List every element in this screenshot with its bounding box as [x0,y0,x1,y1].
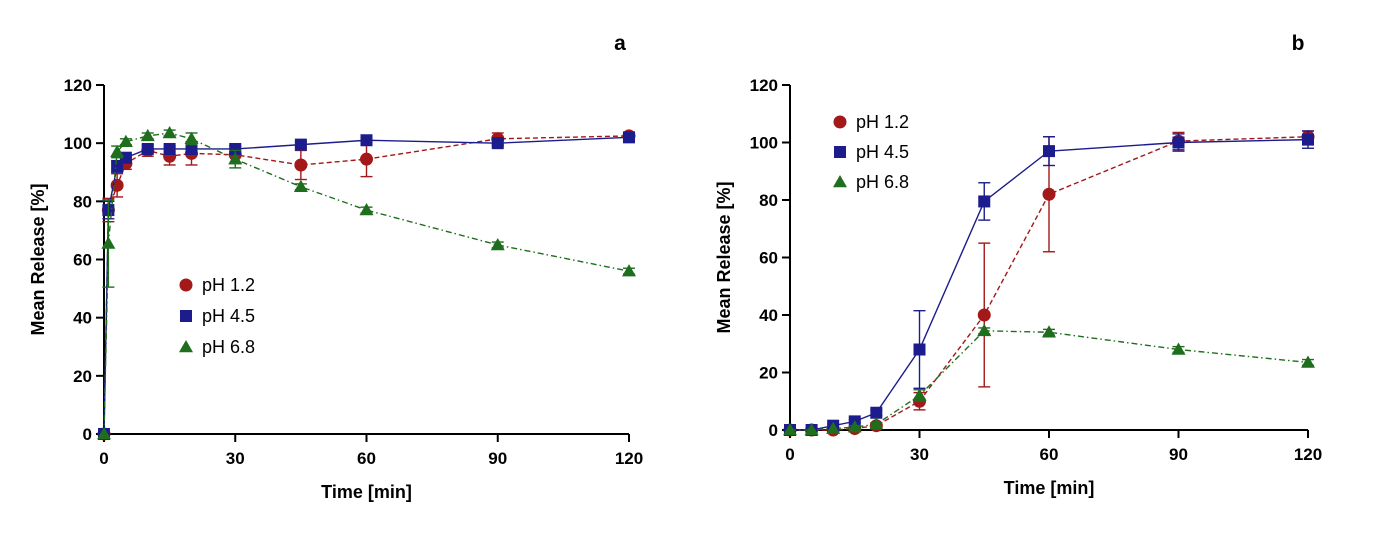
data-point [623,131,635,144]
x-tick-label: 120 [1294,445,1322,464]
data-point [913,343,926,356]
data-point [1301,355,1315,368]
y-tick-label: 40 [759,306,778,325]
chart-panel-a: 0 20 40 60 80 100 120 0 30 60 90 120 Time [min] Mean … [28,32,643,502]
data-point [1171,342,1186,355]
y-tick-label: 40 [73,309,92,328]
data-point [978,195,991,208]
series [97,125,636,440]
data-point [163,142,176,155]
y-axis-title: Mean Release [%] [28,183,48,335]
legend-marker [180,310,192,322]
data-point [359,203,374,216]
legend-label: pH 4.5 [202,306,255,326]
data-point [229,142,242,155]
series [98,131,635,440]
y-tick-label: 60 [73,251,92,270]
data-point [490,237,505,251]
data-point [293,179,308,193]
data-point [826,421,841,434]
data-point [101,236,116,249]
chart-panel-b: 0 20 40 60 80 100 120 0 30 60 90 120 Time [min] Mean … [714,32,1322,498]
y-tick-label: 80 [759,191,778,210]
legend-marker [834,146,846,158]
data-point [491,137,504,150]
data-point [119,151,132,164]
data-point [1302,133,1314,146]
legend-marker [179,340,193,353]
legend-label: pH 6.8 [856,172,909,192]
legend-marker [833,175,847,188]
y-tick-label: 80 [73,192,92,211]
legend: pH 1.2 pH 4.5 pH 6.8 [179,275,255,357]
series-line [790,330,1309,431]
series-line [103,132,630,435]
data-point [804,423,819,436]
legend-label: pH 1.2 [202,275,255,295]
data-point [1042,325,1056,338]
series-line [103,135,630,435]
data-point [294,138,307,151]
data-point [360,152,373,166]
data-point [977,323,992,337]
x-tick-label: 90 [1169,445,1188,464]
y-tick-label: 20 [759,364,778,383]
data-point [783,423,797,436]
x-tick-label: 30 [910,445,929,464]
y-tick-label: 20 [73,367,92,386]
y-tick-label: 120 [64,76,92,95]
x-tick-label: 0 [785,445,794,464]
data-point [870,406,883,419]
data-point [847,420,862,433]
legend-label: pH 1.2 [856,112,909,132]
y-tick-label: 100 [64,134,92,153]
legend-label: pH 6.8 [202,337,255,357]
data-point [1172,136,1185,149]
series [783,323,1315,436]
y-axis-title: Mean Release [%] [714,181,734,333]
panel-label: b [1292,32,1305,55]
x-tick-label: 60 [1040,445,1059,464]
data-point [141,142,154,155]
data-point [1042,187,1056,201]
x-axis-title: Time [min] [321,482,412,502]
panel-label: a [614,32,626,55]
data-point [1043,145,1055,158]
series-line [790,138,1309,431]
series [97,129,636,441]
x-tick-label: 120 [615,449,643,468]
data-point [97,427,111,440]
series-line [790,136,1309,431]
x-tick-label: 90 [488,449,507,468]
data-point [140,128,155,142]
legend: pH 1.2 pH 4.5 pH 6.8 [833,112,909,192]
x-tick-label: 0 [99,449,108,468]
data-point [184,131,199,145]
data-point [294,158,308,172]
y-tick-label: 60 [759,249,778,268]
data-point [869,417,884,430]
data-point [162,125,177,139]
data-point [185,142,198,155]
data-point [118,134,133,147]
data-point [622,264,636,277]
x-tick-label: 30 [226,449,245,468]
data-point [110,144,125,158]
data-point [912,388,927,401]
data-point [360,134,373,147]
x-tick-label: 60 [357,449,376,468]
data-point [228,152,243,165]
y-tick-label: 120 [750,76,778,95]
data-point [977,308,991,322]
legend-label: pH 4.5 [856,142,909,162]
legend-marker [179,278,193,292]
legend-marker [833,115,847,129]
y-tick-label: 0 [83,425,92,444]
x-axis-title: Time [min] [1004,478,1095,498]
y-tick-label: 0 [769,421,778,440]
y-tick-label: 100 [750,134,778,153]
